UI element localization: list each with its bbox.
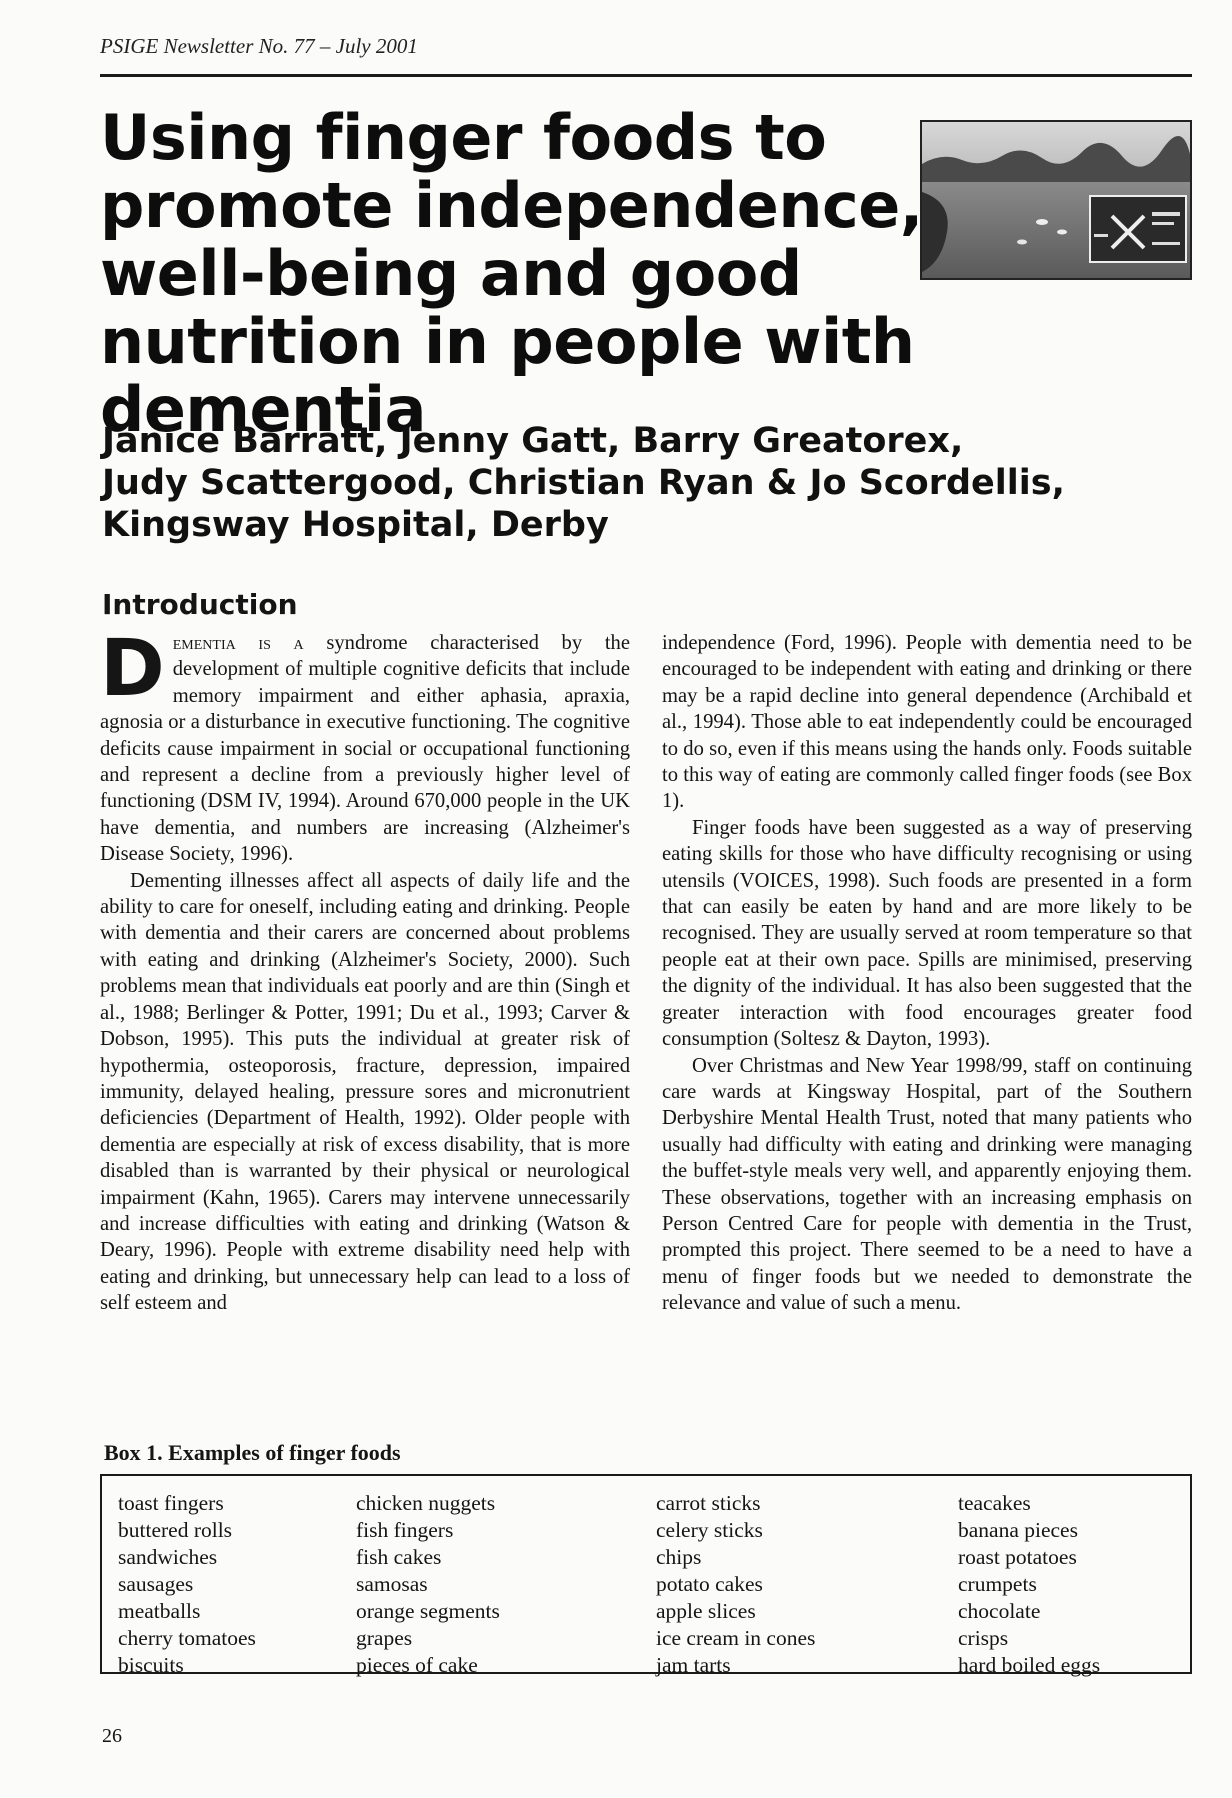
section-heading-introduction: Introduction [102,588,298,621]
list-item: toast fingers [118,1491,224,1515]
list-item: carrot sticks [656,1491,761,1515]
paragraph-text: syndrome characterised by the developmen… [100,632,630,866]
page-number: 26 [102,1725,122,1747]
right-column: independence (Ford, 1996). People with d… [662,630,1192,1317]
list-item: chips [656,1545,702,1569]
list-item: jam tarts [656,1653,731,1677]
title-line: well-being and good [100,237,802,310]
title-line: promote independence, [100,169,923,242]
list-item: apple slices [656,1599,756,1623]
lake-photo-image [922,122,1190,278]
title-line: Using finger foods to [100,101,827,174]
list-item: teacakes [958,1491,1031,1515]
title-line: nutrition in people with dementia [100,305,915,446]
list-item: samosas [356,1572,428,1596]
header-rule [100,74,1192,77]
list-item: chicken nuggets [356,1491,496,1515]
list-item: sandwiches [118,1545,218,1569]
drop-cap: D [100,624,165,714]
list-item: pieces of cake [356,1653,478,1677]
list-item: meatballs [118,1599,201,1623]
running-head: PSIGE Newsletter No. 77 – July 2001 [100,34,418,58]
list-item: orange segments [356,1599,500,1623]
paragraph: Finger foods have been suggested as a wa… [662,816,1192,1051]
paragraph: Over Christmas and New Year 1998/99, sta… [662,1054,1192,1315]
list-item: crisps [958,1626,1009,1650]
affiliation-line: Kingsway Hospital, Derby [102,505,609,545]
list-item: roast potatoes [958,1545,1077,1569]
list-item: sausages [118,1572,194,1596]
lead-in-smallcaps: ementia is a [172,632,304,654]
box-column: teacakes banana pieces roast potatoes cr… [958,1490,1100,1679]
paragraph: Dementing illnesses affect all aspects o… [100,869,630,1315]
author-list: Janice Barratt, Jenny Gatt, Barry Greato… [102,420,1202,546]
list-item: ice cream in cones [656,1626,816,1650]
author-line: Judy Scattergood, Christian Ryan & Jo Sc… [102,463,1065,503]
list-item: crumpets [958,1572,1037,1596]
lake-photo [920,120,1192,280]
list-item: celery sticks [656,1518,763,1542]
box-column: chicken nuggets fish fingers fish cakes … [356,1490,500,1679]
list-item: grapes [356,1626,413,1650]
box-column: carrot sticks celery sticks chips potato… [656,1490,815,1679]
list-item: cherry tomatoes [118,1626,256,1650]
list-item: buttered rolls [118,1518,233,1542]
list-item: banana pieces [958,1518,1078,1542]
list-item: chocolate [958,1599,1041,1623]
list-item: fish fingers [356,1518,454,1542]
list-item: potato cakes [656,1572,763,1596]
list-item: hard boiled eggs [958,1653,1101,1677]
list-item: biscuits [118,1653,184,1677]
author-line: Janice Barratt, Jenny Gatt, Barry Greato… [102,421,964,461]
paragraph: independence (Ford, 1996). People with d… [662,632,1192,813]
article-title: Using finger foods to promote independen… [100,104,1200,444]
box-title: Box 1. Examples of finger foods [104,1440,401,1465]
list-item: fish cakes [356,1545,442,1569]
box-column: toast fingers buttered rolls sandwiches … [118,1490,256,1679]
finger-foods-box: toast fingers buttered rolls sandwiches … [100,1474,1192,1677]
